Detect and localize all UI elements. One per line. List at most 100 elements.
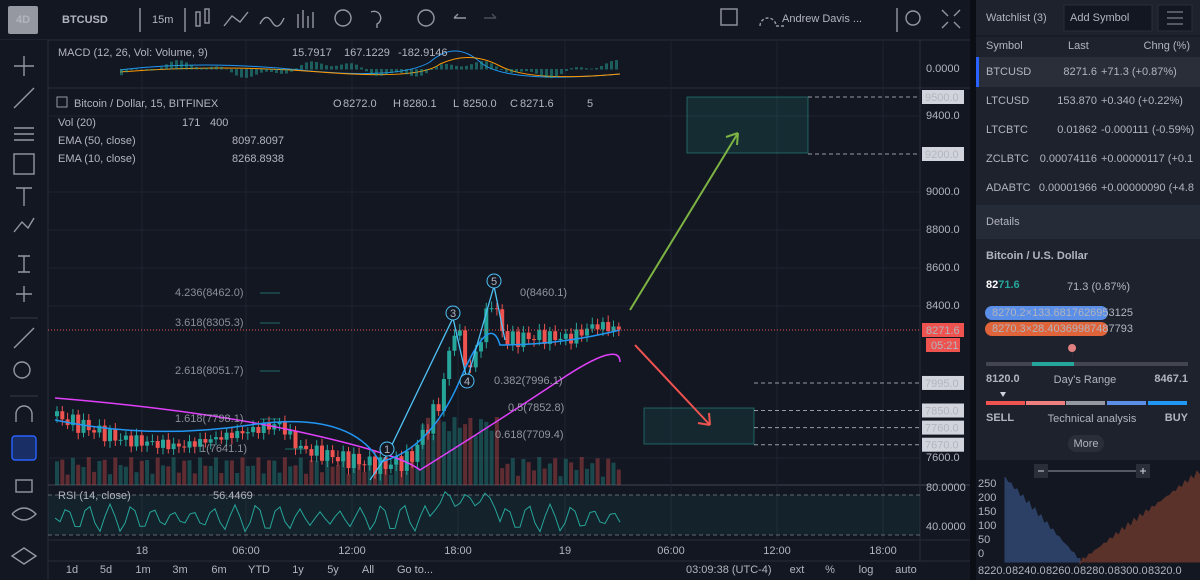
volume-bar (537, 457, 542, 485)
candle-body (86, 419, 91, 431)
range-button[interactable]: All (362, 564, 374, 576)
selected-bar (976, 57, 979, 87)
candle-body (553, 331, 558, 341)
candle-body (60, 411, 65, 420)
volume-bar (595, 458, 600, 485)
range-button[interactable]: 3m (172, 564, 187, 576)
candle-body (298, 445, 303, 449)
volume-bar (489, 430, 494, 485)
range-button[interactable]: 5d (100, 564, 112, 576)
level-tag (922, 403, 964, 418)
volume-bar (229, 460, 234, 485)
depth-bg (976, 460, 1200, 580)
axis-option[interactable]: ext (790, 564, 805, 576)
volume-bar (569, 462, 574, 485)
legend-title: Bitcoin / Dollar, 15, BITFINEX (74, 98, 219, 110)
volume-bar (150, 473, 155, 485)
macd-histogram (385, 69, 388, 75)
volume-bar (182, 460, 187, 485)
row-symbol: LTCUSD (986, 95, 1029, 107)
volume-bar (579, 457, 584, 485)
asks-depth (1079, 470, 1200, 565)
up-arrow (629, 132, 739, 311)
range-button[interactable]: Go to... (397, 564, 433, 576)
ohlc-value: 8250.0 (463, 98, 497, 110)
candle-body (214, 437, 218, 440)
fib-label: 1(7641.1) (200, 443, 247, 455)
candle-body (198, 439, 203, 447)
fib-label: 2.618(8051.7) (175, 365, 244, 377)
row-change: -0.000111 (-0.59%) (1101, 124, 1194, 136)
volume-bar (510, 458, 515, 485)
toolbar-icons (139, 8, 961, 32)
legend-box (56, 96, 68, 108)
macd-histogram (375, 69, 378, 76)
macd-histogram (190, 64, 193, 70)
candle-body (92, 430, 97, 433)
sell: SELL (986, 412, 1014, 424)
watchlist-title: Watchlist (3) (986, 12, 1047, 24)
axis-option[interactable]: % (825, 564, 835, 576)
more[interactable]: More (1073, 438, 1098, 450)
candle-body (494, 308, 499, 310)
candle-body (590, 324, 595, 329)
axis-option[interactable]: log (859, 564, 874, 576)
macd-axis-label: 0.0000 (926, 63, 960, 75)
volume-bar (176, 472, 181, 485)
macd-histogram (270, 69, 273, 72)
more-button[interactable] (1068, 435, 1104, 452)
candle-body (330, 450, 335, 458)
interval[interactable]: 15m (152, 14, 173, 26)
axis-option[interactable]: auto (895, 564, 916, 576)
add-symbol[interactable]: Add Symbol (1070, 12, 1129, 24)
candle-body (489, 308, 494, 310)
macd-histogram (520, 69, 523, 72)
candle-body (616, 326, 621, 330)
volume-bar (65, 474, 70, 485)
volume-bar (161, 465, 165, 485)
last-price: 8271.6 (926, 325, 960, 337)
macd-histogram (300, 64, 303, 70)
range-button[interactable]: 5y (327, 564, 339, 576)
volume-bar (240, 457, 245, 485)
volume-bar (256, 457, 261, 485)
volume-bar (261, 473, 266, 485)
left-tool-icons (10, 56, 38, 565)
macd-histogram (365, 69, 368, 72)
volume-bar (118, 465, 123, 485)
volume-bar (457, 427, 462, 485)
candle-body (447, 350, 452, 379)
level-label: 9200.0 (925, 149, 959, 161)
fib-label: 0(8460.1) (520, 287, 567, 299)
range-button[interactable]: 1d (66, 564, 78, 576)
range-button[interactable]: 1m (135, 564, 150, 576)
range-button[interactable]: YTD (248, 564, 270, 576)
candle-body (542, 330, 547, 344)
volume-bar (214, 457, 218, 485)
wave-marker (379, 441, 395, 457)
macd-histogram (540, 69, 543, 76)
macd-histogram (525, 69, 528, 72)
fib-label: 0.5(7852.8) (508, 402, 564, 414)
volume-bar (145, 459, 150, 485)
analysis-segment (1148, 401, 1187, 405)
price-change: 71.3 (0.87%) (1067, 281, 1130, 293)
time-tick-label: 12:00 (338, 545, 366, 557)
candle-body (415, 444, 420, 462)
macd-histogram (150, 69, 153, 71)
macd-histogram (585, 68, 588, 70)
ema-50 (54, 353, 621, 471)
range-button[interactable]: 6m (211, 564, 226, 576)
candle-body (325, 450, 330, 461)
macd-histogram (595, 67, 598, 70)
range-button[interactable]: 1y (292, 564, 304, 576)
row-last: 0.00074116 (1040, 153, 1097, 165)
macd-histogram (395, 69, 398, 73)
row-change: +0.00000090 (+4.8 (1101, 182, 1194, 194)
wave-label: 5 (491, 276, 497, 288)
macd-histogram (345, 63, 348, 70)
range-fill (1032, 362, 1074, 366)
wave-marker (459, 373, 475, 389)
logo[interactable] (8, 6, 38, 34)
